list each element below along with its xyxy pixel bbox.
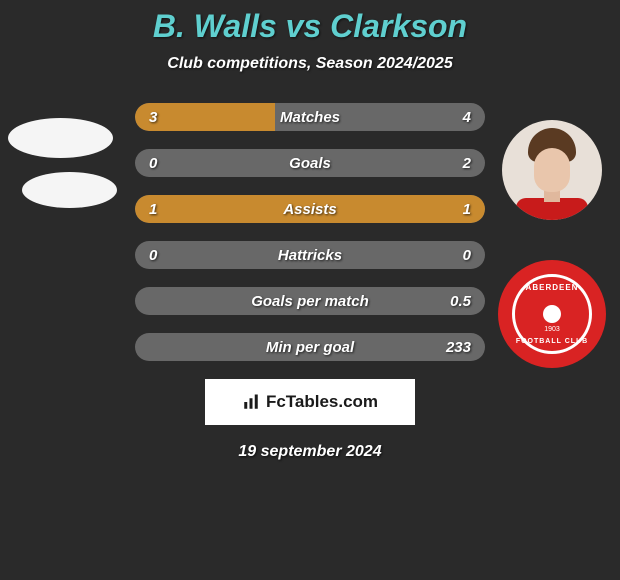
stat-value-right: 2 xyxy=(463,149,471,177)
stat-row: 0Goals2 xyxy=(135,149,485,177)
stat-row: 1Assists1 xyxy=(135,195,485,223)
stat-label: Hattricks xyxy=(135,241,485,269)
date-label: 19 september 2024 xyxy=(0,443,620,461)
stat-row: Goals per match0.5 xyxy=(135,287,485,315)
stat-label: Matches xyxy=(135,103,485,131)
stat-label: Min per goal xyxy=(135,333,485,361)
stat-label: Assists xyxy=(135,195,485,223)
stat-row: 3Matches4 xyxy=(135,103,485,131)
comparison-card: B. Walls vs Clarkson Club competitions, … xyxy=(0,0,620,461)
stat-label: Goals xyxy=(135,149,485,177)
page-title: B. Walls vs Clarkson xyxy=(0,8,620,45)
stats-list: 3Matches40Goals21Assists10Hattricks0Goal… xyxy=(0,103,620,361)
stat-value-right: 233 xyxy=(446,333,471,361)
stat-value-right: 1 xyxy=(463,195,471,223)
source-badge[interactable]: FcTables.com xyxy=(205,379,415,425)
stat-label: Goals per match xyxy=(135,287,485,315)
stat-value-right: 4 xyxy=(463,103,471,131)
stat-row: 0Hattricks0 xyxy=(135,241,485,269)
badge-text: FcTables.com xyxy=(266,392,378,412)
stat-value-right: 0 xyxy=(463,241,471,269)
subtitle: Club competitions, Season 2024/2025 xyxy=(0,55,620,73)
stat-row: Min per goal233 xyxy=(135,333,485,361)
stat-value-right: 0.5 xyxy=(450,287,471,315)
chart-icon xyxy=(242,393,260,411)
